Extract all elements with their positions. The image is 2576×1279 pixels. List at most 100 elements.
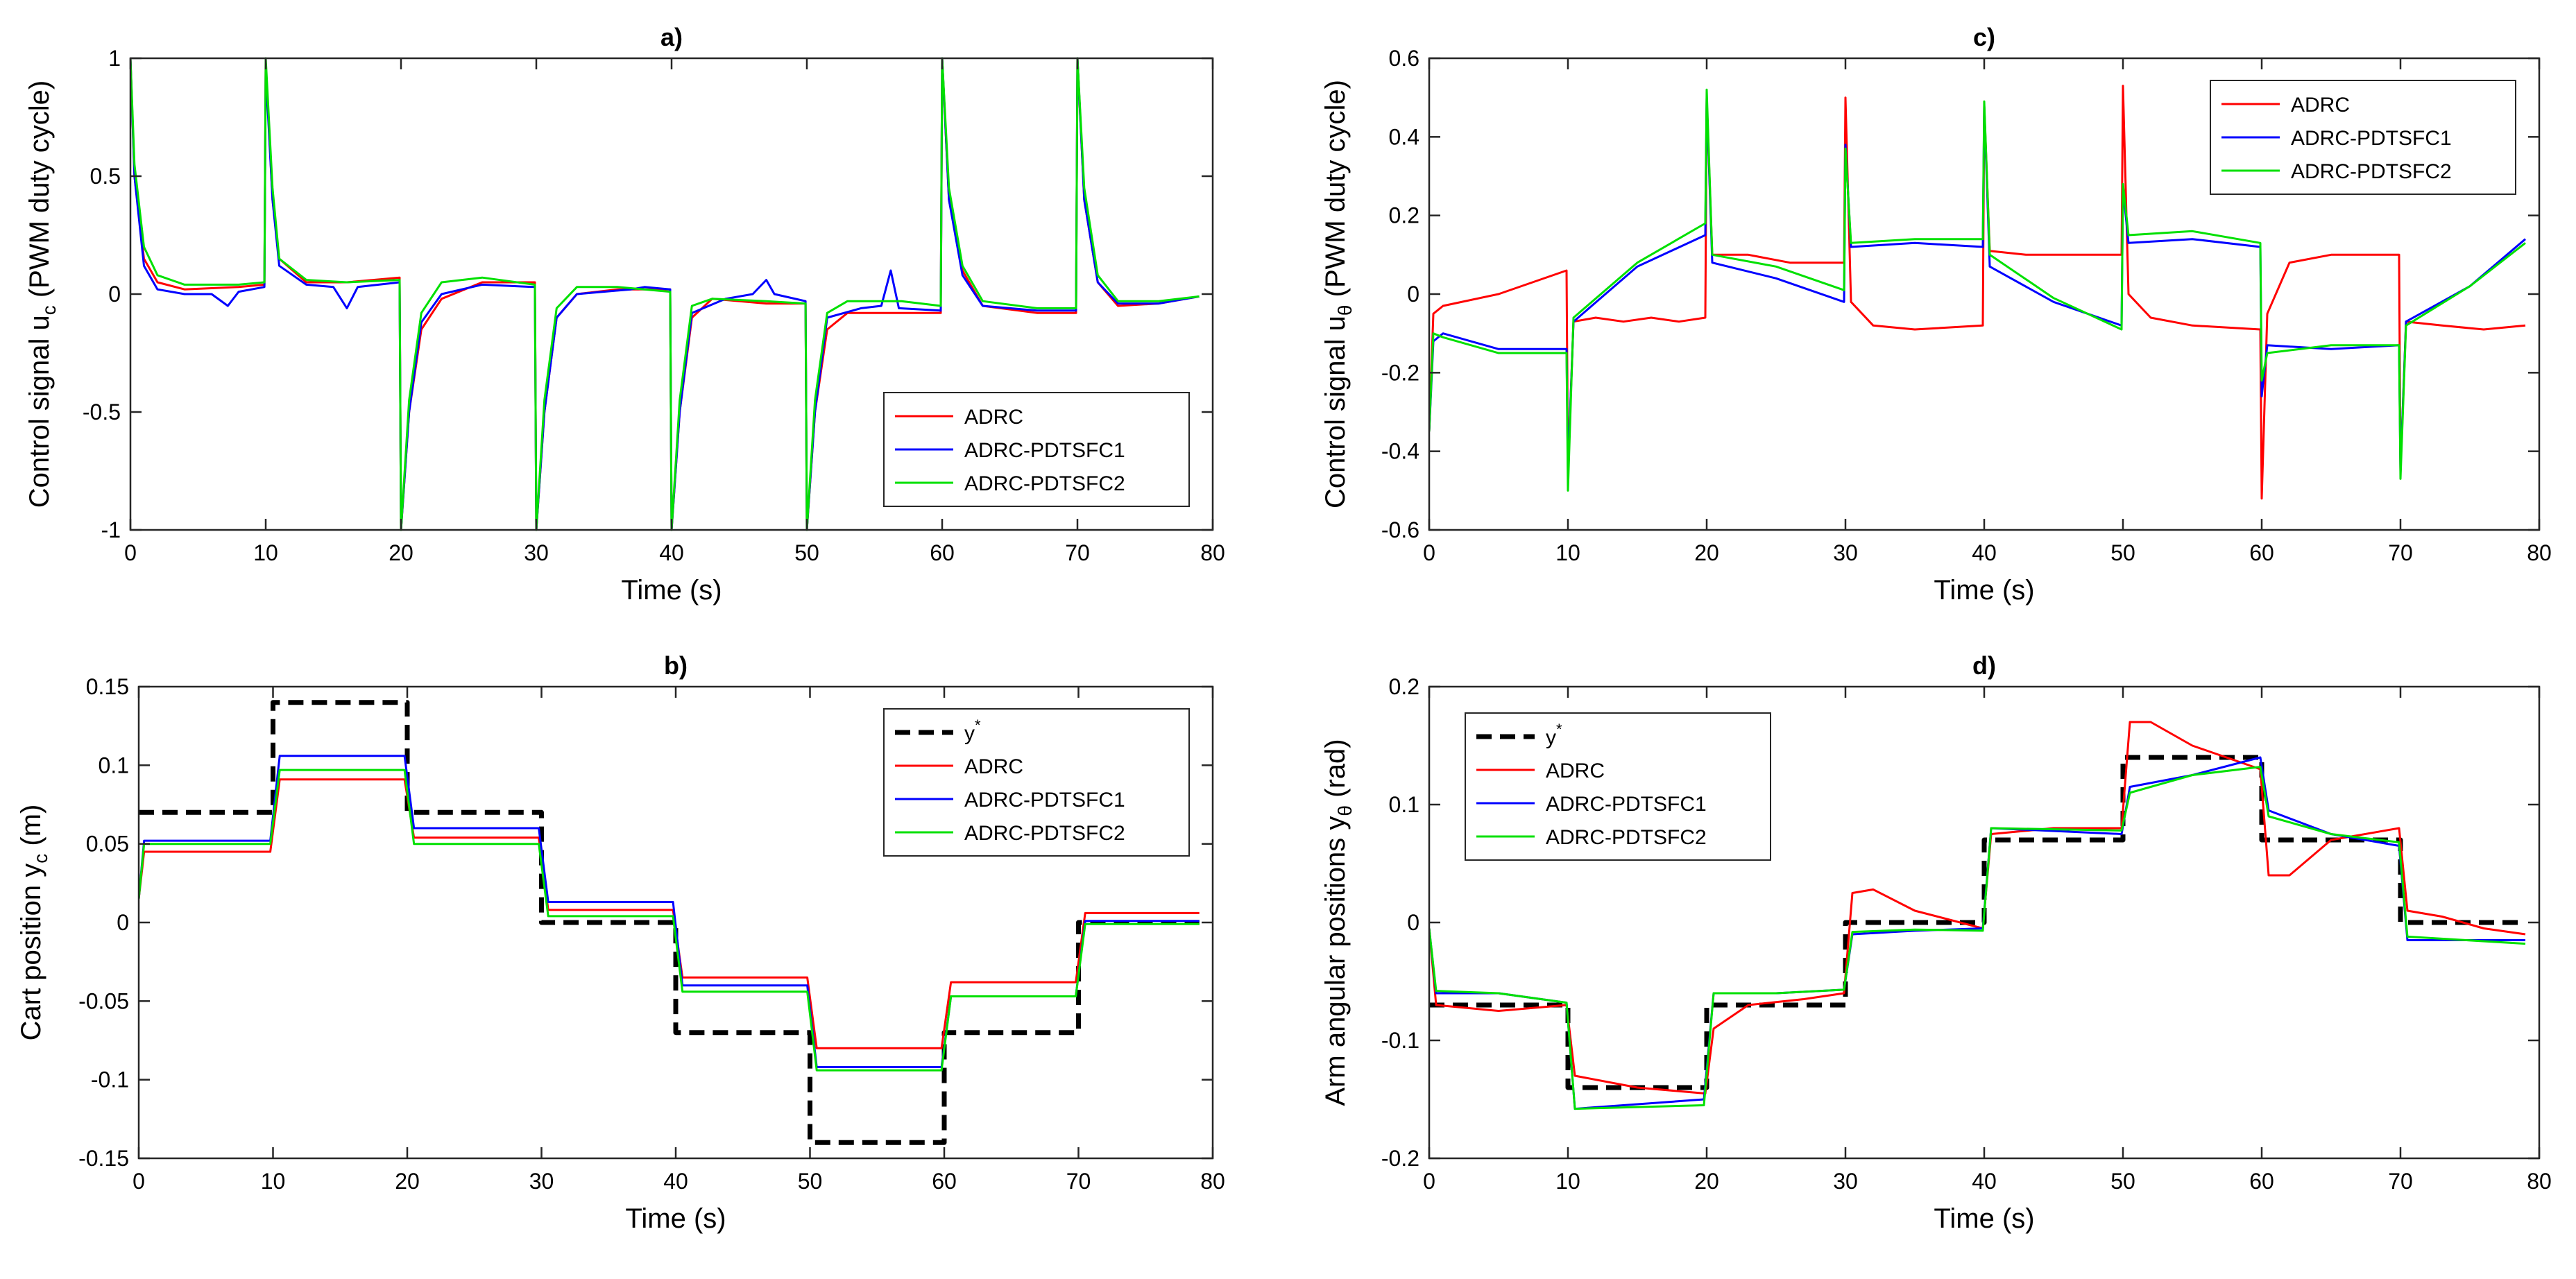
y-tick-label: 0.1 (1389, 792, 1419, 817)
legend-label-name: ADRC-PDTSFC2 (2291, 160, 2452, 183)
x-tick-label: 80 (1200, 540, 1225, 565)
legend: ADRC ADRC-PDTSFC1 ADRC-PDTSFC2 (2210, 80, 2516, 195)
x-tick-label: 30 (1833, 1169, 1858, 1194)
series-group (130, 57, 1200, 531)
y-tick-label: 0.15 (86, 674, 129, 699)
y-axis-label: Control signal uθ (PWM duty cycle) (1320, 80, 1356, 508)
y-axis-label-subscript: c (38, 305, 60, 315)
panel-title: a) (660, 23, 683, 51)
x-tick-label: 40 (1972, 1169, 1997, 1194)
x-tick-label: 60 (2249, 540, 2274, 565)
y-tick-label: -0.4 (1381, 439, 1419, 464)
y-axis-label-subscript: θ (1334, 304, 1356, 316)
x-tick-label: 20 (1694, 1169, 1719, 1194)
legend-label: ADRC-PDTSFC1 (964, 789, 1125, 812)
y-axis-label-main: Arm angular positions y (1320, 816, 1351, 1106)
y-axis-label-unit: (PWM duty cycle) (24, 80, 55, 305)
legend-label: ADRC (964, 755, 1023, 778)
x-axis-label: Time (s) (1934, 575, 2034, 606)
legend-label-name: y (1546, 726, 1556, 749)
legend-label-name: y (964, 722, 975, 745)
x-tick-label: 60 (2249, 1169, 2274, 1194)
legend-label-name: ADRC-PDTSFC2 (964, 822, 1125, 845)
y-axis-label-unit: (PWM duty cycle) (1320, 80, 1351, 304)
y-tick-label: -0.5 (83, 400, 121, 424)
y-tick-label: 0.5 (90, 164, 121, 189)
legend-label-name: ADRC-PDTSFC2 (1546, 826, 1707, 849)
series-line-reference (139, 700, 1200, 1145)
x-tick-label: 40 (659, 540, 684, 565)
x-tick-label: 40 (1972, 540, 1997, 565)
y-tick-label: 0.6 (1389, 46, 1419, 71)
y-axis-label: Cart position yc (m) (16, 805, 51, 1041)
panel-title: b) (664, 651, 688, 680)
legend: y* ADRC ADRC-PDTSFC1 ADRC-PDTSFC2 (883, 708, 1190, 857)
y-axis-label-subscript: c (30, 854, 51, 864)
y-axis-label-subscript: θ (1334, 805, 1356, 816)
x-tick-label: 10 (253, 540, 278, 565)
y-tick-label: 0 (108, 282, 121, 307)
y-tick-label: -1 (101, 517, 121, 542)
y-tick-label: 0 (1407, 910, 1419, 935)
legend-label: ADRC (2291, 94, 2350, 117)
legend-label-superscript: * (975, 716, 981, 734)
x-tick-label: 40 (663, 1169, 688, 1194)
panel-b: 0 10 20 30 40 50 60 70 80 -0.15 -0.1 -0.05 0 0.05 0.1 0… (16, 651, 1225, 1234)
legend-label-superscript: * (1556, 721, 1562, 738)
x-tick-label: 50 (2110, 1169, 2135, 1194)
x-tick-label: 10 (261, 1169, 286, 1194)
series-line-adrc-pdtsfc2 (130, 57, 1200, 531)
legend-label: y* (964, 716, 981, 745)
x-tick-label: 70 (1066, 1169, 1091, 1194)
panel-d: 0 10 20 30 40 50 60 70 80 -0.2 -0.1 0 0.1 0.2 d) Time (… (1320, 651, 2552, 1234)
legend-label: ADRC-PDTSFC2 (1546, 826, 1707, 849)
series-line-adrc (1429, 85, 2526, 500)
x-tick-label: 70 (2388, 1169, 2413, 1194)
x-axis-label: Time (s) (621, 575, 722, 606)
y-tick-label: -0.15 (78, 1146, 129, 1171)
x-tick-label: 0 (1423, 1169, 1435, 1194)
x-tick-label: 10 (1555, 540, 1580, 565)
y-axis-label: Arm angular positions yθ (rad) (1320, 739, 1356, 1106)
legend-label-name: ADRC (964, 755, 1023, 778)
series-group (139, 700, 1200, 1145)
x-tick-label: 50 (2110, 540, 2135, 565)
y-tick-label: -0.6 (1381, 517, 1419, 542)
x-tick-label: 80 (1200, 1169, 1225, 1194)
x-tick-label: 20 (389, 540, 413, 565)
x-axis-label: Time (s) (1934, 1203, 2034, 1234)
x-tick-label: 50 (798, 1169, 823, 1194)
legend-label-name: ADRC-PDTSFC2 (964, 472, 1125, 495)
x-tick-label: 30 (524, 540, 549, 565)
legend-label-name: ADRC-PDTSFC1 (964, 789, 1125, 812)
x-tick-label: 0 (133, 1169, 145, 1194)
series-group (1429, 85, 2526, 500)
x-tick-label: 70 (2388, 540, 2413, 565)
y-tick-label: 0.1 (99, 753, 129, 778)
x-tick-label: 10 (1555, 1169, 1580, 1194)
series-line-adrc-pdtsfc2 (1429, 766, 2526, 1110)
y-axis-label-main: Control signal u (1320, 316, 1351, 508)
y-tick-label: 0.2 (1389, 203, 1419, 228)
y-axis-label-main: Control signal u (24, 315, 55, 508)
legend-box (2210, 80, 2516, 195)
panel-title: c) (1973, 23, 1995, 51)
y-axis-label-unit: (m) (16, 805, 46, 854)
y-tick-label: 0.05 (86, 832, 129, 857)
x-tick-label: 0 (124, 540, 137, 565)
legend-label: ADRC-PDTSFC1 (1546, 793, 1707, 816)
legend-label: ADRC (1546, 759, 1605, 782)
panel-c: 0 10 20 30 40 50 60 70 80 -0.6 -0.4 -0.2 0 0.2 0.4 0.6 c… (1320, 23, 2552, 606)
y-tick-label: 0 (1407, 282, 1419, 307)
x-tick-label: 20 (395, 1169, 420, 1194)
y-tick-label: 1 (108, 46, 121, 71)
legend-label: y* (1546, 721, 1562, 749)
series-line-adrc-pdtsfc2 (1429, 88, 2526, 492)
y-tick-label: 0 (117, 910, 129, 935)
y-axis-label: Control signal uc (PWM duty cycle) (24, 80, 60, 508)
y-tick-label: -0.2 (1381, 1146, 1419, 1171)
legend-label: ADRC (964, 406, 1023, 429)
legend-label-name: ADRC (1546, 759, 1605, 782)
x-tick-label: 60 (932, 1169, 957, 1194)
x-tick-label: 0 (1423, 540, 1435, 565)
